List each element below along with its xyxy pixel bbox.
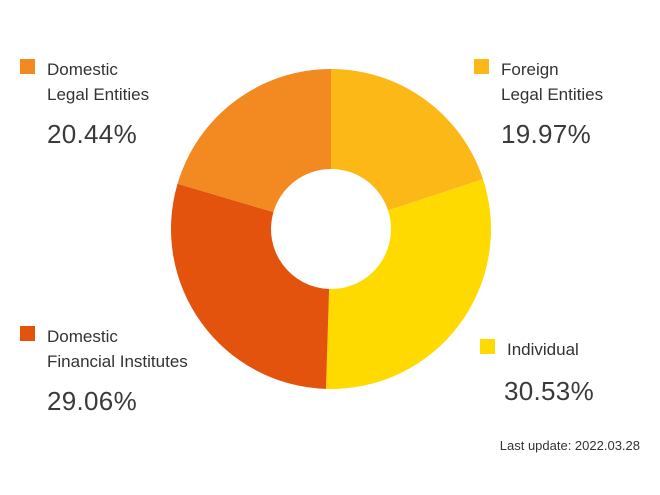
donut-slice-individual [325, 179, 491, 389]
legend-percent: 30.53% [504, 376, 594, 406]
donut-slice-domestic-financial-institutes [170, 183, 330, 389]
legend-individual: Individual 30.53% [480, 337, 594, 407]
legend-label: Foreign Legal Entities [501, 57, 603, 107]
legend-label-line: Domestic [47, 327, 118, 346]
donut-slice-domestic-legal-entities [177, 69, 331, 213]
legend-label-line: Financial Institutes [47, 352, 188, 371]
legend-label-line: Individual [507, 340, 579, 359]
legend-label: Individual [507, 337, 579, 362]
legend-label-line: Domestic [47, 60, 118, 79]
legend-label: Domestic Financial Institutes [47, 324, 188, 374]
legend-percent: 29.06% [47, 386, 137, 416]
legend-label-line: Legal Entities [47, 85, 150, 104]
legend-swatch [20, 326, 35, 341]
legend-swatch [20, 59, 35, 74]
legend-domestic-legal-entities: Domestic Legal Entities 20.44% [20, 57, 149, 150]
legend-domestic-financial-institutes: Domestic Financial Institutes 29.06% [20, 324, 188, 417]
legend-swatch [474, 59, 489, 74]
legend-percent: 19.97% [501, 119, 591, 149]
legend-label-line: Foreign [501, 60, 559, 79]
last-update-note: Last update: 2022.03.28 [499, 438, 640, 453]
legend-label-line: Legal Entities [501, 85, 604, 104]
legend-swatch [480, 339, 495, 354]
donut-slice-foreign-legal-entities [331, 69, 484, 211]
legend-foreign-legal-entities: Foreign Legal Entities 19.97% [474, 57, 603, 150]
legend-percent: 20.44% [47, 119, 137, 149]
legend-label: Domestic Legal Entities [47, 57, 149, 107]
